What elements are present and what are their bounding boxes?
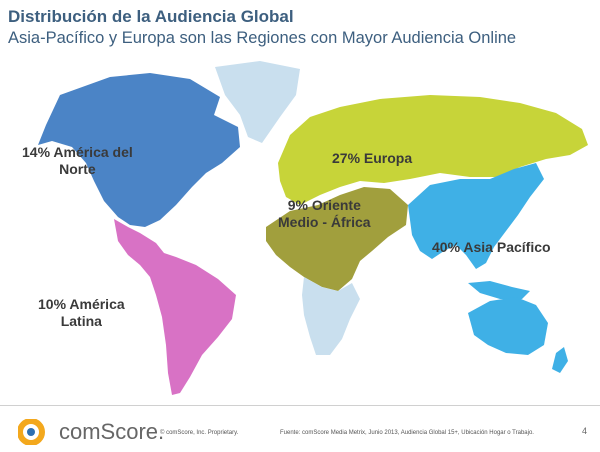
greenland-region — [215, 61, 300, 143]
europe-label-line1: 27% Europa — [332, 150, 413, 166]
europe-label: 27% Europa — [332, 150, 412, 167]
latin-america-label-line2: Latina — [60, 313, 102, 329]
copyright-text: © comScore, Inc. Proprietary. — [160, 430, 239, 436]
page-number: 4 — [582, 426, 588, 436]
asia-pacific-region — [408, 163, 544, 269]
north-america-label: 14% América del Norte — [22, 144, 133, 178]
europe-region — [278, 95, 588, 205]
north-america-region — [38, 73, 240, 227]
footer-divider — [0, 405, 600, 406]
slide-subtitle: Asia-Pacífico y Europa son las Regiones … — [8, 29, 517, 47]
comscore-logo-icon — [17, 418, 45, 446]
southern-africa-region — [302, 277, 360, 355]
north-america-label-line2: Norte — [59, 161, 96, 177]
latin-america-label-line1: 10% América — [38, 296, 125, 312]
latin-america-label: 10% América Latina — [38, 296, 125, 330]
world-map — [38, 61, 588, 395]
mea-label-line1: 9% Oriente — [287, 197, 361, 213]
asia-pacific-label-line1: 40% Asia Pacífico — [432, 239, 551, 255]
north-america-label-line1: 14% América del — [22, 144, 133, 160]
asia-pacific-label: 40% Asia Pacífico — [432, 239, 551, 256]
mea-region — [266, 187, 408, 291]
latin-america-region — [114, 219, 236, 395]
new-zealand-region — [552, 347, 568, 373]
mea-label-line2: Medio - África — [278, 214, 371, 230]
source-note: Fuente: comScore Media Metrix, Junio 201… — [280, 430, 534, 436]
australia-region — [468, 297, 548, 355]
slide-title: Distribución de la Audiencia Global — [8, 7, 294, 26]
mea-label: 9% Oriente Medio - África — [278, 197, 371, 231]
comscore-logo-text: comScore. — [59, 419, 165, 444]
comscore-logo: comScore. — [17, 418, 168, 446]
indonesia-region — [468, 281, 530, 299]
